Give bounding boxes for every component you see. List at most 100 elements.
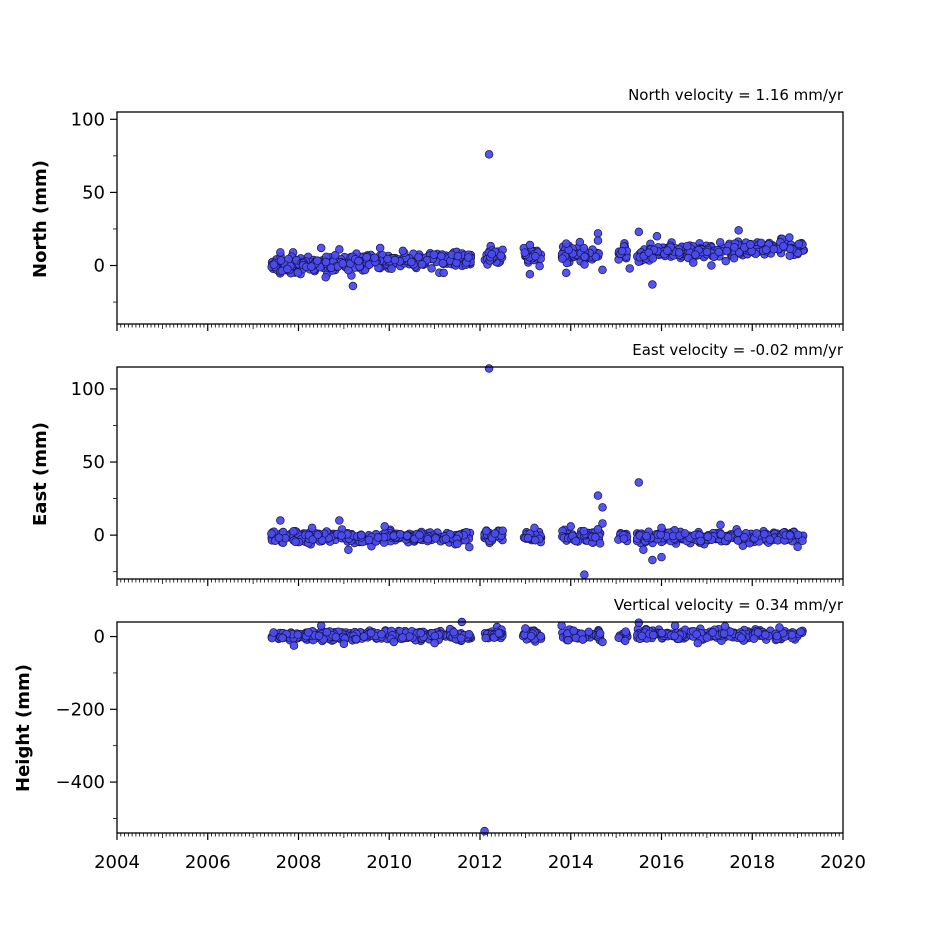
data-point <box>523 533 533 543</box>
data-point <box>407 257 416 267</box>
data-point <box>578 635 587 644</box>
data-point <box>691 250 700 259</box>
data-point <box>289 527 298 536</box>
data-point <box>481 526 491 536</box>
x-tick-label: 2014 <box>548 852 594 873</box>
north-x-ticks <box>116 324 844 331</box>
data-point <box>314 631 324 641</box>
data-point <box>561 268 571 278</box>
data-point <box>335 245 344 254</box>
data-point <box>707 261 716 270</box>
data-point <box>484 364 494 373</box>
east-y-ticks: 0 50 100 <box>71 379 117 573</box>
data-point <box>593 236 603 245</box>
north-y-ticks: 0 50 100 <box>71 109 117 303</box>
data-point <box>621 627 630 636</box>
data-point <box>531 252 540 261</box>
north-panel: North velocity = 1.16 mm/yr North (mm) 0… <box>30 86 844 331</box>
data-point <box>575 237 585 247</box>
data-point <box>642 531 651 541</box>
data-point <box>525 240 535 250</box>
data-point <box>670 621 680 630</box>
data-point <box>304 628 313 637</box>
data-point <box>639 545 648 555</box>
data-point <box>274 533 284 542</box>
data-point <box>785 251 794 261</box>
data-point <box>558 254 567 263</box>
data-point <box>316 243 326 253</box>
data-point <box>383 254 392 264</box>
y-tick-label: −400 <box>56 772 105 793</box>
data-point <box>293 268 303 277</box>
data-point <box>423 534 433 544</box>
data-point <box>521 624 530 633</box>
data-point <box>530 535 540 545</box>
data-point <box>387 264 396 273</box>
data-point <box>398 633 407 642</box>
x-tick-label: 2016 <box>639 852 685 873</box>
data-point <box>370 253 379 263</box>
data-point <box>593 229 603 238</box>
data-point <box>430 631 440 641</box>
data-point <box>569 626 578 635</box>
data-point <box>402 531 412 540</box>
data-point <box>276 248 285 257</box>
data-point <box>652 232 662 241</box>
data-point <box>571 536 580 546</box>
data-point <box>321 257 331 267</box>
data-point <box>663 246 672 255</box>
data-point <box>793 542 802 552</box>
data-point <box>313 530 323 540</box>
data-point <box>453 251 463 261</box>
data-point <box>625 264 634 273</box>
data-point <box>417 260 427 269</box>
data-point <box>359 632 369 641</box>
data-point <box>389 637 399 647</box>
x-tick-label: 2020 <box>820 852 866 873</box>
data-point <box>761 630 770 640</box>
data-point <box>720 622 730 631</box>
data-point <box>438 258 448 268</box>
vertical-velocity-label: Vertical velocity = 0.34 mm/yr <box>614 596 844 614</box>
y-tick-label: −200 <box>56 699 105 720</box>
data-point <box>580 570 589 579</box>
data-point <box>464 253 473 262</box>
data-point <box>354 256 363 266</box>
y-tick-label: 50 <box>82 182 105 203</box>
height-points <box>267 617 807 836</box>
data-point <box>779 241 788 251</box>
data-point <box>593 491 603 500</box>
data-point <box>670 631 679 641</box>
data-point <box>734 226 743 235</box>
data-point <box>593 525 603 534</box>
east-points <box>267 364 808 579</box>
data-point <box>465 542 474 552</box>
data-point <box>598 503 607 512</box>
data-point <box>316 621 326 630</box>
data-point <box>317 536 327 545</box>
data-point <box>380 522 389 531</box>
data-point <box>530 523 539 533</box>
data-point <box>649 630 658 640</box>
data-point <box>617 246 627 256</box>
data-point <box>760 529 769 539</box>
height-x-ticks <box>116 833 844 840</box>
y-tick-label: 0 <box>94 525 105 546</box>
data-point <box>338 259 348 268</box>
data-point <box>480 826 489 836</box>
data-point <box>405 632 414 641</box>
data-point <box>761 245 771 254</box>
north-plot-frame <box>116 111 844 325</box>
data-point <box>715 238 725 247</box>
data-point <box>449 627 459 637</box>
data-point <box>557 621 566 630</box>
data-point <box>682 241 692 251</box>
data-point <box>289 641 299 650</box>
data-point <box>561 239 571 248</box>
data-point <box>598 637 607 647</box>
data-point <box>785 531 795 540</box>
data-point <box>703 532 713 541</box>
north-points <box>267 150 809 291</box>
x-tick-label: 2006 <box>185 852 231 873</box>
data-point <box>339 639 349 649</box>
